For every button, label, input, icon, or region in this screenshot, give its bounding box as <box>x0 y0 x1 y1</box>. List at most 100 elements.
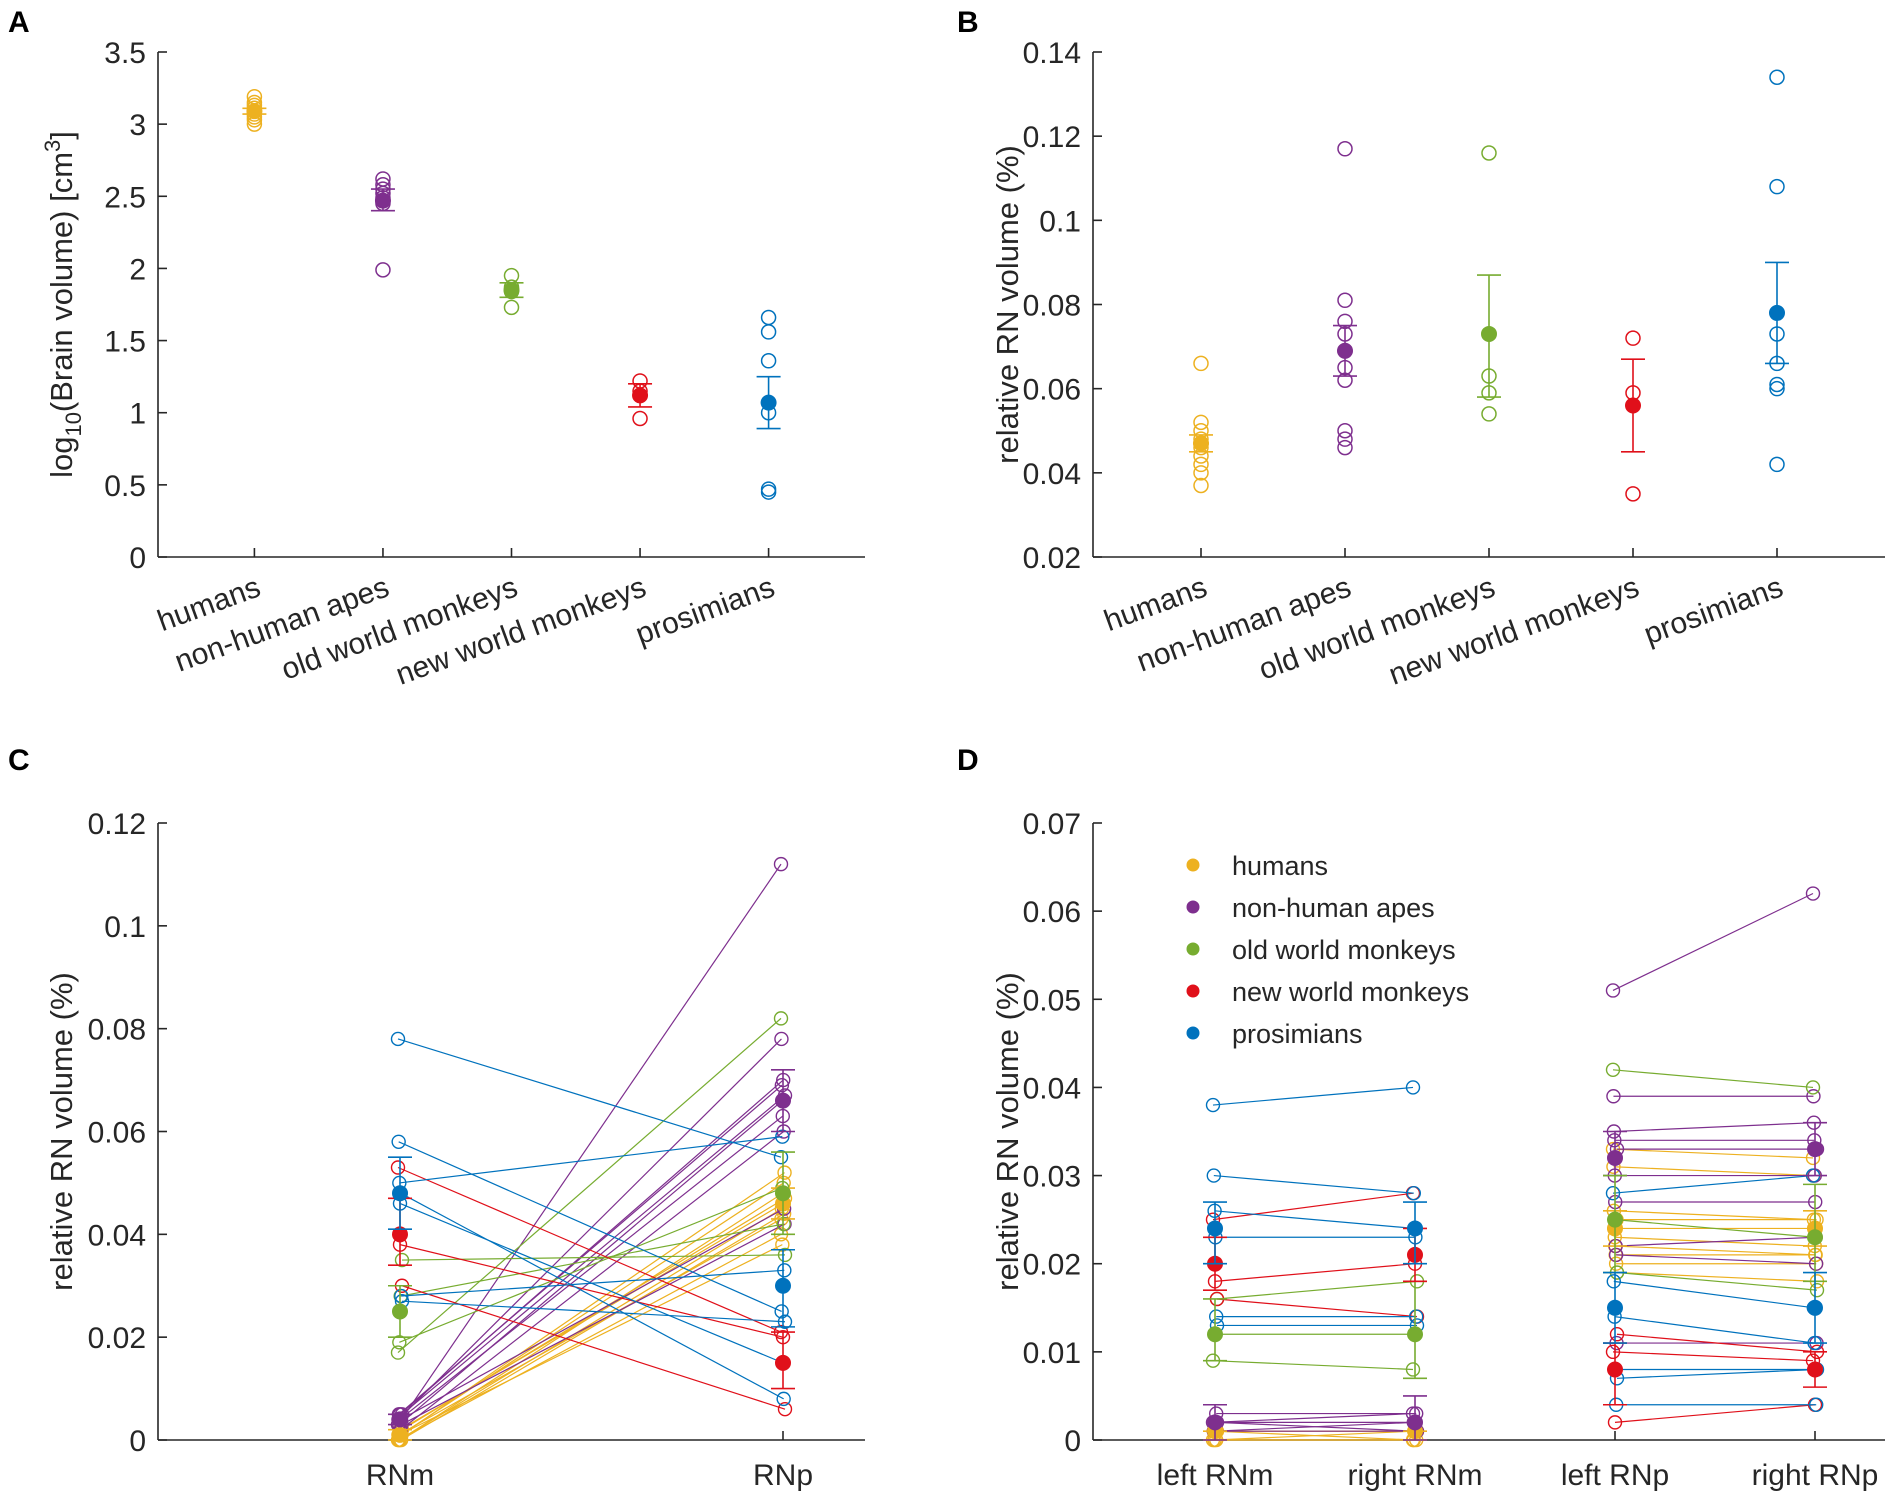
panel-d-ytick-label: 0.01 <box>1023 1337 1081 1370</box>
panel-c-pair-line-prosimians <box>397 1038 782 1158</box>
panel-letter-a: A <box>8 6 30 39</box>
panel-d-pair-line-non-human-apes <box>1216 1421 1418 1432</box>
panel-d-mean-point-non-human-apes <box>1407 1414 1423 1431</box>
panel-d-mean-point-old-world-monkeys <box>1407 1326 1423 1343</box>
panel-d-point-non-human-apes <box>1608 1247 1624 1263</box>
panel-b-xtick-label-old-world-monkeys: old world monkeys <box>1255 571 1500 687</box>
panel-d-ytick-label: 0.07 <box>1023 808 1081 841</box>
panel-a-point-old-world-monkeys <box>503 299 520 316</box>
panel-d-xtick-label-left-rnm: left RNm <box>1157 1459 1274 1492</box>
panel-d-point-prosimians <box>1606 1274 1622 1289</box>
panel-d-pair-line-new-world-monkeys <box>1614 1404 1816 1423</box>
panel-d-pair-line-old-world-monkeys <box>1614 1219 1816 1238</box>
panel-a-ytick-label: 3 <box>129 109 146 142</box>
panel-b-point-humans <box>1193 465 1209 481</box>
panel-d-ytick-label: 0.03 <box>1023 1161 1081 1194</box>
panel-a-ylabel: log10(Brain volume) [cm3] <box>40 131 86 478</box>
panel-d-mean-point-prosimians <box>1407 1220 1423 1237</box>
panel-b-point-new-world-monkeys <box>1625 486 1641 502</box>
panel-c-mean-point-prosimians <box>775 1277 791 1294</box>
panel-c-pair-line-new-world-monkeys <box>401 1285 786 1410</box>
panel-c-pair-line-old-world-monkeys <box>397 1017 782 1354</box>
panel-d-pair-line-non-human-apes <box>1613 1122 1814 1133</box>
panel-c-point-rnp-non-human-apes <box>774 1078 790 1093</box>
panel-c-ytick-label: 0.12 <box>88 808 146 841</box>
panel-letter-d: D <box>957 744 979 777</box>
panel-c-ylabel: relative RN volume (%) <box>44 972 79 1291</box>
panel-c-point-rnm-new-world-monkeys <box>390 1160 406 1175</box>
panel-c-point-rnp-humans <box>777 1165 792 1180</box>
panel-c-ytick-label: 0.04 <box>88 1219 146 1252</box>
panel-d-ytick-label: 0.05 <box>1023 984 1081 1017</box>
panel-a-point-new-world-monkeys <box>632 410 648 427</box>
panel-d-pair-line-old-world-monkeys <box>1212 1360 1414 1371</box>
panel-letter-c: C <box>8 744 30 777</box>
panel-d-mean-point-non-human-apes <box>1807 1141 1823 1158</box>
legend-marker-prosimians <box>1186 1026 1200 1040</box>
panel-d-mean-point-new-world-monkeys <box>1807 1361 1823 1378</box>
panel-b-point-prosimians <box>1769 376 1785 393</box>
panel-d-mean-point-prosimians <box>1207 1220 1223 1237</box>
panel-b-ytick-label: 0.02 <box>1023 542 1081 575</box>
panel-c-ytick-label: 0.1 <box>104 911 146 944</box>
panel-b-point-non-human-apes <box>1337 292 1353 309</box>
panel-c-point-rnp-new-world-monkeys <box>777 1401 793 1417</box>
panel-b-point-old-world-monkeys <box>1481 406 1497 422</box>
panel-b-ytick-label: 0.06 <box>1023 374 1081 407</box>
panel-d-point-prosimians <box>1408 1309 1424 1324</box>
panel-c-point-rnm-old-world-monkeys <box>394 1252 410 1268</box>
panel-d-point-prosimians <box>1205 1097 1221 1113</box>
panel-a-point-prosimians <box>760 353 777 369</box>
panel-a-mean-point-new-world-monkeys <box>632 387 649 404</box>
panel-d-pair-line-old-world-monkeys <box>1612 1069 1814 1089</box>
ylabel-end: ] <box>44 131 79 140</box>
panel-letter-b: B <box>957 6 979 39</box>
panel-c-pair-line-non-human-apes <box>398 1100 783 1426</box>
panel-b-mean-point-new-world-monkeys <box>1625 397 1641 414</box>
panel-c-point-rnp-prosimians <box>774 1304 789 1319</box>
panel-d-point-non-human-apes <box>1806 1089 1821 1104</box>
legend-label-non-human-apes: non-human apes <box>1232 893 1435 923</box>
panel-a-point-prosimians <box>760 484 777 500</box>
panel-d-xtick-label-right-rnp: right RNp <box>1752 1459 1879 1492</box>
panel-c-mean-point-prosimians <box>392 1185 408 1202</box>
panel-a-point-non-human-apes <box>375 262 391 278</box>
panel-d-point-prosimians <box>1808 1397 1824 1412</box>
panel-d-point-old-world-monkeys <box>1405 1362 1421 1377</box>
panel-d-point-new-world-monkeys <box>1605 1344 1621 1360</box>
panel-d-xtick-label-right-rnm: right RNm <box>1347 1459 1482 1492</box>
ylabel-subscript: 10 <box>61 412 86 436</box>
panel-c-pair-line-non-human-apes <box>399 1079 784 1415</box>
panel-c-pair-line-humans <box>398 1218 782 1436</box>
panel-b-chart: 0.020.040.060.080.10.120.14humansnon-hum… <box>990 37 1885 692</box>
panel-a-mean-point-old-world-monkeys <box>503 282 520 299</box>
panel-c-mean-point-old-world-monkeys <box>392 1303 408 1320</box>
panel-b-ylabel: relative RN volume (%) <box>990 145 1025 464</box>
panel-c-pair-line-humans <box>399 1244 783 1436</box>
panel-c-ytick-label: 0 <box>129 1425 146 1458</box>
panel-c-point-rnp-prosimians <box>777 1263 792 1278</box>
panel-c-point-rnp-prosimians <box>777 1314 793 1329</box>
panel-c-pair-line-old-world-monkeys <box>400 1223 784 1297</box>
panel-b-point-prosimians <box>1769 178 1785 195</box>
panel-b-ytick-label: 0.04 <box>1023 458 1081 491</box>
panel-c-point-rnp-old-world-monkeys <box>773 1011 789 1026</box>
panel-c-pair-line-non-human-apes <box>400 1131 785 1431</box>
panel-a-ytick-label: 1 <box>129 398 146 431</box>
panel-d-ylabel: relative RN volume (%) <box>990 972 1025 1291</box>
panel-d-point-old-world-monkeys <box>1805 1080 1821 1095</box>
panel-b-point-prosimians <box>1769 380 1785 397</box>
legend-marker-new-world-monkeys <box>1186 984 1200 998</box>
panel-d-pair-line-non-human-apes <box>1212 1412 1414 1423</box>
panel-d-pair-line-humans <box>1613 1166 1814 1177</box>
panel-c-mean-point-new-world-monkeys <box>775 1354 791 1371</box>
ylabel-brain-volume: (Brain volume) [cm <box>44 152 79 412</box>
panel-d-pair-line-prosimians <box>1614 1316 1815 1344</box>
panel-d-pair-line-non-human-apes <box>1612 892 1814 992</box>
panel-c-point-rnm-prosimians <box>391 1134 406 1149</box>
legend-marker-old-world-monkeys <box>1186 942 1200 956</box>
ylabel-superscript: 3 <box>40 140 65 152</box>
panel-b-xtick-label-prosimians: prosimians <box>1640 571 1788 652</box>
panel-d-point-non-human-apes <box>1606 1089 1621 1104</box>
panel-d-pair-line-non-human-apes <box>1615 1236 1816 1247</box>
